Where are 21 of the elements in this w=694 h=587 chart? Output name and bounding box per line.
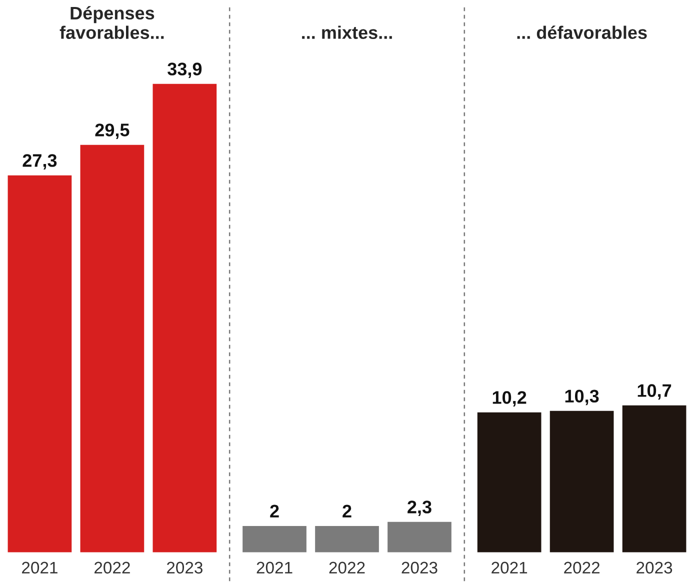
x-tick-label: 2022 xyxy=(94,562,130,574)
data-label: 10,7 xyxy=(638,384,672,400)
data-label: 2 xyxy=(270,504,279,518)
x-tick-label: 2021 xyxy=(492,562,528,574)
x-tick-label: 2023 xyxy=(636,562,672,574)
chart-title: Dépenses favorables... xyxy=(60,6,164,39)
x-tick-label: 2021 xyxy=(22,562,58,574)
x-tick-label: 2022 xyxy=(329,562,365,574)
x-tick-label: 2023 xyxy=(402,562,438,574)
data-label: 27,3 xyxy=(22,154,57,170)
data-label: 29,5 xyxy=(95,124,130,140)
x-tick-label: 2023 xyxy=(166,562,202,574)
chart-title: ... mixtes... xyxy=(302,26,392,39)
data-label: 2,3 xyxy=(408,500,432,516)
data-label: 2 xyxy=(342,504,352,518)
data-label: 33,9 xyxy=(168,62,202,78)
chart-title: ... défavorables xyxy=(517,26,647,39)
data-label: 10,3 xyxy=(565,390,599,406)
x-tick-label: 2021 xyxy=(256,562,292,574)
data-label: 10,2 xyxy=(492,391,526,407)
x-tick-label: 2022 xyxy=(564,562,600,574)
